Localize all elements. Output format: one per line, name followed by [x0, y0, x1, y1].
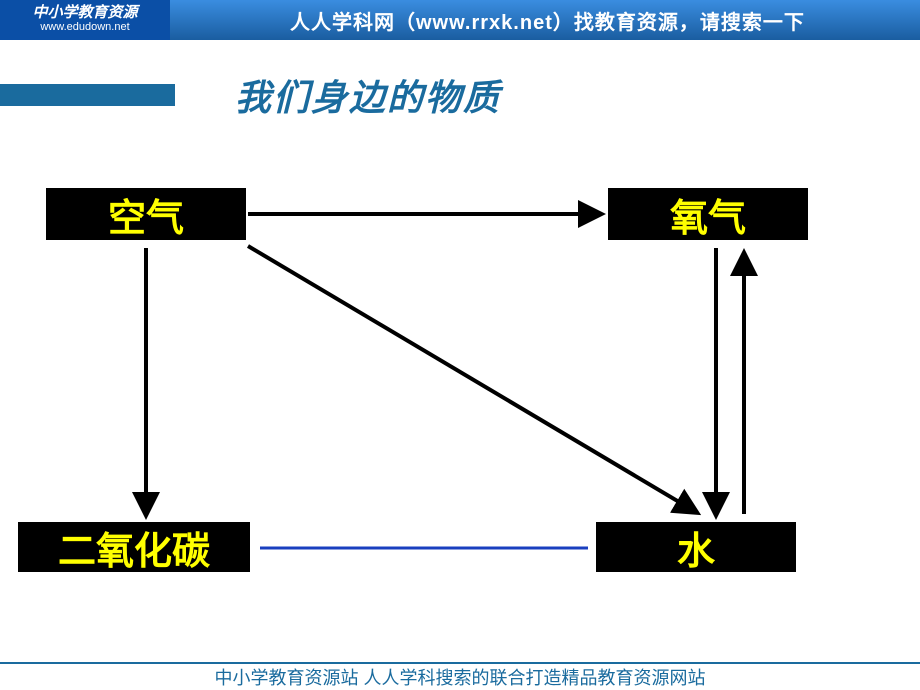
node-oxygen-label: 氧气 — [670, 187, 746, 242]
edge-air_diag — [248, 246, 696, 512]
node-co2-label: 二氧化碳 — [58, 520, 210, 575]
node-water: 水 — [596, 522, 796, 572]
node-water-label: 水 — [677, 520, 715, 575]
node-co2: 二氧化碳 — [18, 522, 250, 572]
node-air: 空气 — [46, 188, 246, 240]
node-air-label: 空气 — [108, 187, 184, 242]
diagram-canvas: 空气 氧气 二氧化碳 水 — [0, 0, 920, 690]
node-oxygen: 氧气 — [608, 188, 808, 240]
arrows-svg — [0, 0, 920, 690]
footer-text: 中小学教育资源站 人人学科搜索的联合打造精品教育资源网站 — [0, 662, 920, 690]
